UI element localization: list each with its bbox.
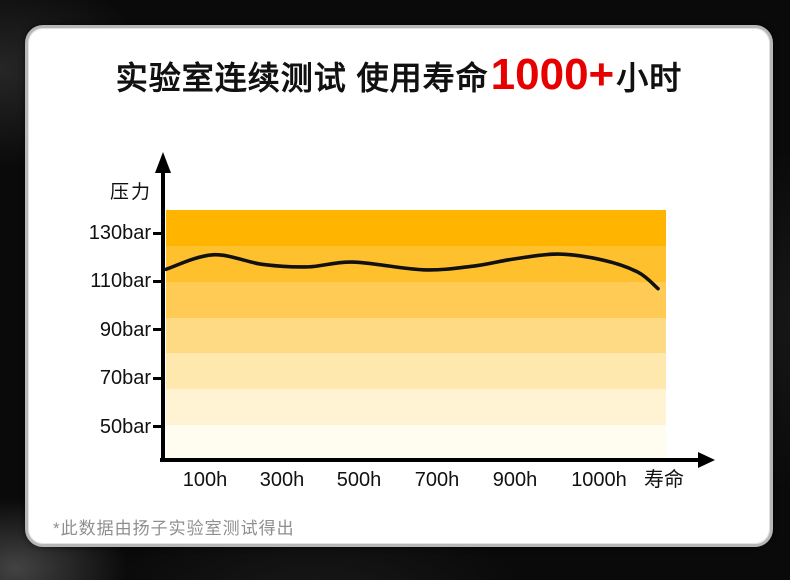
x-tick-label: 500h: [336, 469, 382, 491]
y-tick-mark: [153, 279, 162, 283]
title-highlight: 1000+: [490, 50, 615, 99]
page-title: 实验室连续测试 使用寿命 1000+ 小时: [28, 50, 770, 100]
x-tick-label: 寿命: [644, 469, 684, 491]
y-tick-mark: [153, 231, 162, 235]
y-tick-label: 130bar: [88, 222, 151, 244]
pressure-band: [166, 317, 666, 354]
x-tick-label: 100h: [182, 469, 228, 491]
title-prefix: 实验室连续测试 使用寿命: [115, 60, 489, 96]
y-tick-label: 50bar: [99, 415, 151, 438]
y-tick-label: 90bar: [99, 318, 151, 341]
content-card: 实验室连续测试 使用寿命 1000+ 小时 压力 130bar 110bar 90bar…: [25, 25, 773, 547]
pressure-curve: [164, 252, 660, 291]
y-axis-title: 压力: [109, 182, 152, 203]
pressure-band: [166, 388, 666, 425]
pressure-band: [166, 352, 666, 390]
y-axis-arrow-icon: [155, 152, 171, 173]
pressure-band: [166, 424, 666, 461]
title-suffix: 小时: [616, 60, 683, 96]
y-tick-label: 70bar: [99, 367, 151, 390]
x-tick-label: 900h: [492, 469, 538, 491]
pressure-band: [166, 281, 666, 318]
x-tick-label: 300h: [259, 469, 305, 491]
y-tick-label: 110bar: [90, 270, 151, 293]
pressure-band: [166, 210, 666, 247]
y-tick-mark: [153, 376, 162, 380]
y-tick-mark: [153, 425, 162, 429]
y-axis-line: [161, 166, 165, 462]
y-tick-mark: [153, 328, 162, 332]
x-tick-label: 1000h: [571, 469, 627, 491]
footnote: *此数据由扬子实验室测试得出: [53, 519, 295, 538]
pressure-band: [166, 245, 666, 282]
x-tick-label: 700h: [414, 469, 460, 491]
x-axis-arrow-icon: [698, 452, 715, 468]
pressure-lifespan-chart: 压力 130bar 110bar 90bar 70bar 50bar 100h 300h 5…: [28, 28, 776, 550]
x-axis-line: [160, 458, 700, 462]
plot-area: [164, 210, 666, 461]
